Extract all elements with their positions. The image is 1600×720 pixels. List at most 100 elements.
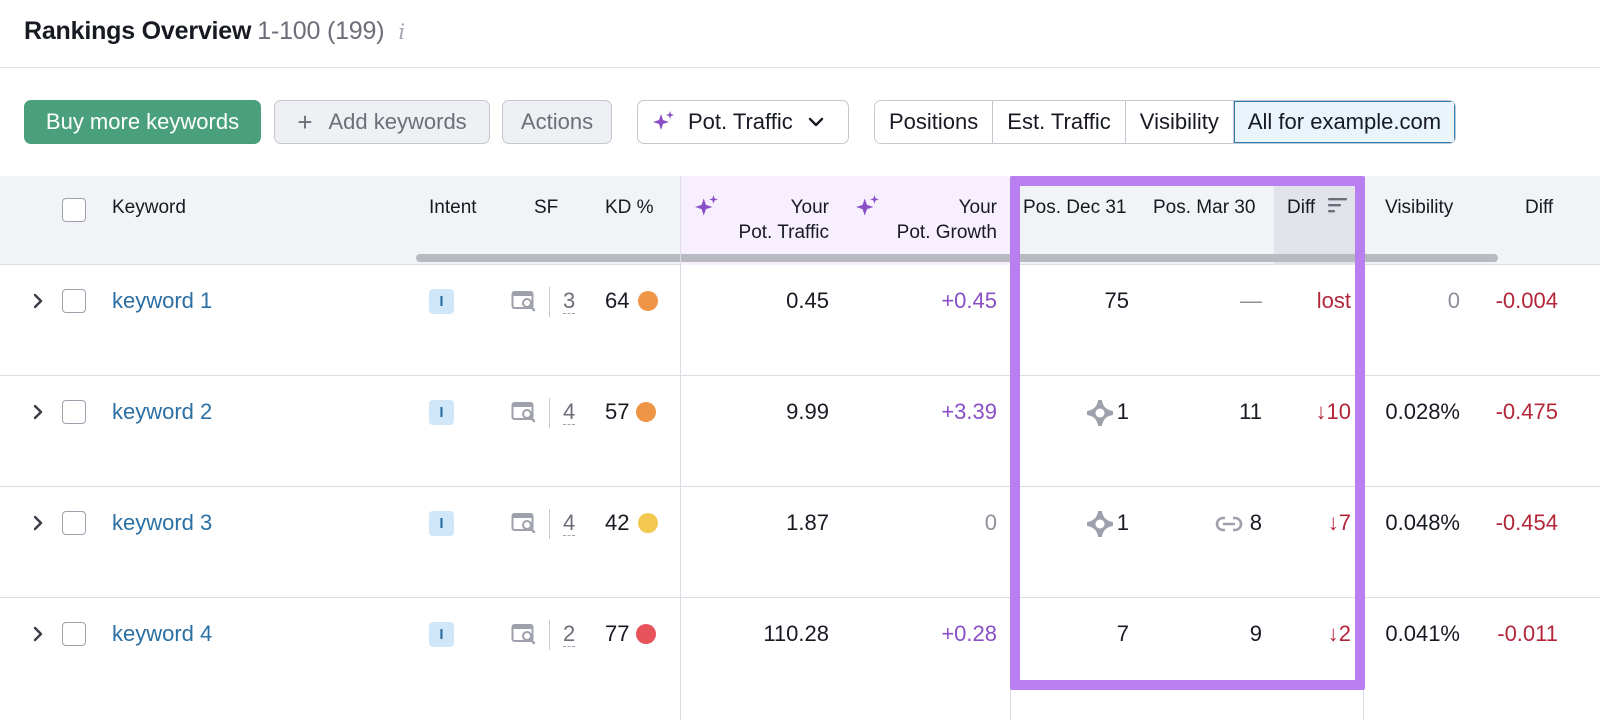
keyword-link[interactable]: keyword 3 — [112, 510, 213, 535]
col-visibility[interactable]: Visibility — [1385, 197, 1454, 218]
pot-growth-value: +3.39 — [941, 399, 997, 424]
col-diff[interactable]: Diff — [1287, 197, 1316, 218]
pos-mar-value: 8 — [1249, 510, 1262, 535]
intent-badge[interactable]: I — [429, 622, 454, 647]
chevron-right-icon[interactable] — [30, 291, 46, 311]
page-title-text: Rankings Overview — [24, 17, 252, 45]
visibility-value: 0.041% — [1385, 621, 1460, 646]
add-keywords-button[interactable]: + Add keywords — [274, 100, 490, 144]
pos-dec-value: 7 — [1116, 621, 1129, 646]
col-pot-growth[interactable]: Your Pot. Growth — [870, 195, 997, 245]
intent-badge[interactable]: I — [429, 511, 454, 536]
visibility-diff-value: -0.454 — [1495, 510, 1558, 535]
visibility-diff-value: -0.011 — [1497, 621, 1558, 646]
table-row: keyword 2 I 4 57 9.99 +3.39 1 11 ↓10 0.0… — [0, 376, 1600, 487]
segment-est-traffic[interactable]: Est. Traffic — [993, 101, 1126, 143]
sparkle-icon — [856, 195, 879, 216]
pot-traffic-value: 110.28 — [763, 621, 829, 646]
kd-value: 77 — [605, 621, 630, 646]
kd-value: 64 — [605, 288, 630, 313]
pos-mar-value: — — [1240, 288, 1262, 313]
plus-icon: + — [297, 106, 313, 137]
table-row: keyword 1 I 3 64 0.45 +0.45 75 — lost 0 … — [0, 265, 1600, 376]
sort-icon[interactable] — [1327, 196, 1349, 216]
sf-count[interactable]: 4 — [563, 399, 576, 425]
kd-indicator — [636, 402, 656, 422]
pot-growth-value: +0.28 — [941, 621, 997, 646]
link-icon[interactable] — [1215, 514, 1243, 534]
kd-indicator — [636, 624, 656, 644]
keyword-link[interactable]: keyword 1 — [112, 288, 213, 313]
pot-traffic-value: 1.87 — [786, 510, 829, 535]
pot-traffic-dropdown[interactable]: Pot. Traffic — [637, 100, 849, 144]
sf-divider — [549, 398, 550, 428]
kd-value: 42 — [605, 510, 630, 535]
sf-count[interactable]: 2 — [563, 621, 576, 647]
pot-growth-value: +0.45 — [941, 288, 997, 313]
kd-value: 57 — [605, 399, 630, 424]
chevron-right-icon[interactable] — [30, 513, 46, 533]
col-keyword[interactable]: Keyword — [112, 197, 186, 218]
serp-feature-icon[interactable] — [511, 623, 537, 645]
pot-traffic-value: 9.99 — [786, 399, 829, 424]
pos-dec-value: 1 — [1116, 399, 1129, 424]
diff-sorted-background — [1274, 184, 1358, 265]
position-columns-highlight — [1010, 176, 1365, 690]
result-range: 1-100 (199) — [257, 17, 385, 45]
buy-more-keywords-label: Buy more keywords — [45, 109, 240, 134]
diff-value: lost — [1316, 288, 1351, 313]
diff-value: ↓2 — [1327, 621, 1351, 646]
table-row: keyword 3 I 4 42 1.87 0 1 8 ↓7 0.048% -0… — [0, 487, 1600, 598]
row-checkbox[interactable] — [62, 289, 86, 313]
actions-button[interactable]: Actions — [502, 100, 612, 144]
chevron-right-icon[interactable] — [30, 624, 46, 644]
table-header — [0, 176, 1600, 265]
col-kd[interactable]: KD % — [605, 197, 654, 218]
column-divider — [680, 176, 681, 720]
ai-overview-icon[interactable] — [1087, 400, 1113, 426]
info-icon[interactable]: i — [398, 20, 405, 44]
segment-all-for-domain[interactable]: All for example.com — [1233, 101, 1456, 143]
title-bar: Rankings Overview 1-100 (199) i — [0, 0, 1600, 68]
serp-feature-icon[interactable] — [511, 290, 537, 312]
visibility-diff-value: -0.475 — [1495, 399, 1558, 424]
col-pos-dec[interactable]: Pos. Dec 31 — [1023, 197, 1127, 218]
col-pot-growth-line1: Your — [958, 197, 997, 218]
pos-dec-value: 1 — [1116, 510, 1129, 535]
ai-overview-icon[interactable] — [1087, 511, 1113, 537]
view-segmented-control: Positions Est. Traffic Visibility All fo… — [874, 100, 1457, 144]
actions-label: Actions — [520, 109, 594, 134]
sf-count[interactable]: 3 — [563, 288, 576, 314]
select-all-checkbox[interactable] — [62, 198, 86, 222]
diff-value: ↓10 — [1315, 399, 1351, 424]
intent-badge[interactable]: I — [429, 289, 454, 314]
col-pot-growth-line2: Pot. Growth — [896, 222, 997, 243]
segment-positions[interactable]: Positions — [875, 101, 994, 143]
sf-divider — [549, 287, 550, 317]
buy-more-keywords-button[interactable]: Buy more keywords — [24, 100, 261, 144]
sparkle-icon — [695, 195, 718, 216]
serp-feature-icon[interactable] — [511, 401, 537, 423]
segment-visibility[interactable]: Visibility — [1125, 101, 1234, 143]
pot-traffic-value: 0.45 — [786, 288, 829, 313]
row-checkbox[interactable] — [62, 622, 86, 646]
col-diff-visibility[interactable]: Diff — [1525, 197, 1554, 218]
pot-columns-background — [680, 176, 1010, 265]
row-checkbox[interactable] — [62, 511, 86, 535]
serp-feature-icon[interactable] — [511, 512, 537, 534]
sf-count[interactable]: 4 — [563, 510, 576, 536]
chevron-right-icon[interactable] — [30, 402, 46, 422]
sparkle-icon — [653, 111, 674, 130]
add-keywords-label: Add keywords — [328, 109, 467, 134]
table-row: keyword 4 I 2 77 110.28 +0.28 7 9 ↓2 0.0… — [0, 598, 1600, 709]
horizontal-scrollbar[interactable] — [416, 254, 1498, 262]
col-pot-traffic[interactable]: Your Pot. Traffic — [700, 195, 829, 245]
col-intent[interactable]: Intent — [429, 197, 477, 218]
sf-divider — [549, 509, 550, 539]
col-sf[interactable]: SF — [534, 197, 559, 218]
keyword-link[interactable]: keyword 2 — [112, 399, 213, 424]
row-checkbox[interactable] — [62, 400, 86, 424]
keyword-link[interactable]: keyword 4 — [112, 621, 213, 646]
col-pos-mar[interactable]: Pos. Mar 30 — [1153, 197, 1256, 218]
intent-badge[interactable]: I — [429, 400, 454, 425]
